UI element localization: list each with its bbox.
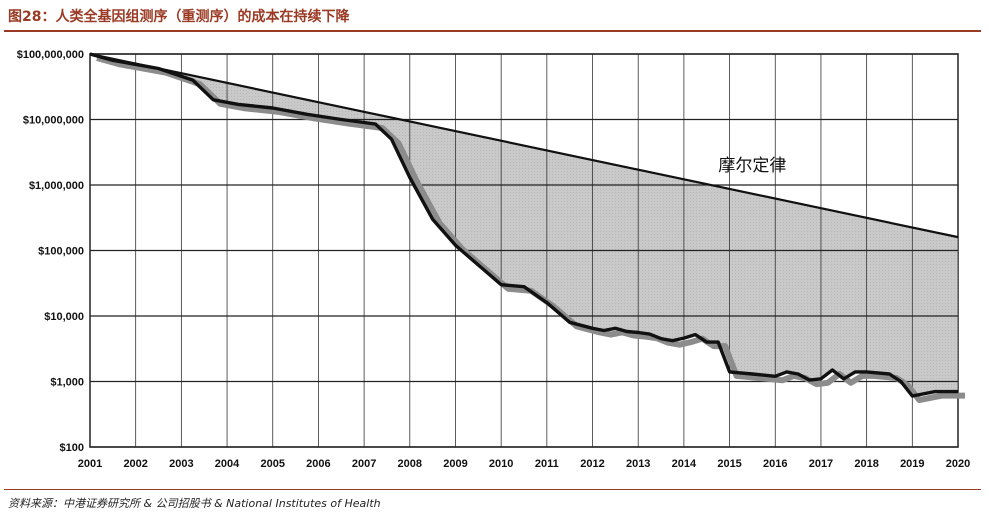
footer-divider <box>4 489 981 490</box>
x-tick-label: 2016 <box>763 458 787 470</box>
y-tick-labels: $100 $1,000 $10,000 $100,000 $1,000,000 $10,0… <box>17 49 84 454</box>
moore-law-line <box>89 52 959 239</box>
y-tick-label: $100 <box>60 442 84 454</box>
source-note: 资料来源：中港证券研究所 & 公司招股书 & National Institut… <box>8 497 381 510</box>
x-tick-label: 2012 <box>580 458 604 470</box>
y-tick-label: $1,000,000 <box>29 180 84 192</box>
annotations: 摩尔定律 <box>718 156 786 176</box>
x-tick-label: 2017 <box>809 458 833 470</box>
x-tick-label: 2011 <box>535 458 559 470</box>
x-tick-label: 2015 <box>717 458 741 470</box>
x-tick-labels: 2001 2002 2003 2004 2005 2006 2007 2008 2009 2010… <box>78 458 970 470</box>
x-tick-label: 2004 <box>215 458 240 470</box>
x-tick-label: 2009 <box>443 458 467 470</box>
x-tick-label: 2002 <box>123 458 147 470</box>
y-tick-label: $100,000 <box>38 246 84 258</box>
gap-fill <box>90 54 958 396</box>
moore-gap-area <box>90 54 958 396</box>
x-tick-label: 2014 <box>672 458 697 470</box>
title-divider <box>4 30 981 32</box>
moore-law-annotation: 摩尔定律 <box>718 156 786 176</box>
cost-chart: $100 $1,000 $10,000 $100,000 $1,000,000 $10,0… <box>17 49 971 470</box>
x-tick-label: 2013 <box>626 458 650 470</box>
x-tick-label: 2007 <box>352 458 376 470</box>
series-lines <box>89 52 959 398</box>
y-tick-label: $10,000,000 <box>23 115 84 127</box>
x-tick-label: 2010 <box>489 458 513 470</box>
x-tick-label: 2020 <box>946 458 970 470</box>
gridlines <box>89 53 959 448</box>
x-tick-label: 2018 <box>854 458 878 470</box>
x-tick-label: 2001 <box>78 458 102 470</box>
x-tick-label: 2003 <box>169 458 193 470</box>
x-tick-label: 2006 <box>306 458 330 470</box>
x-tick-label: 2019 <box>900 458 924 470</box>
sequencing-cost-line <box>89 52 958 398</box>
y-tick-label: $10,000 <box>44 311 84 323</box>
x-tick-label: 2005 <box>260 458 284 470</box>
y-tick-label: $100,000,000 <box>17 49 84 61</box>
chart-title: 图28：人类全基因组测序（重测序）的成本在持续下降 <box>8 9 350 25</box>
x-tick-label: 2008 <box>398 458 422 470</box>
y-tick-label: $1,000 <box>50 377 84 389</box>
